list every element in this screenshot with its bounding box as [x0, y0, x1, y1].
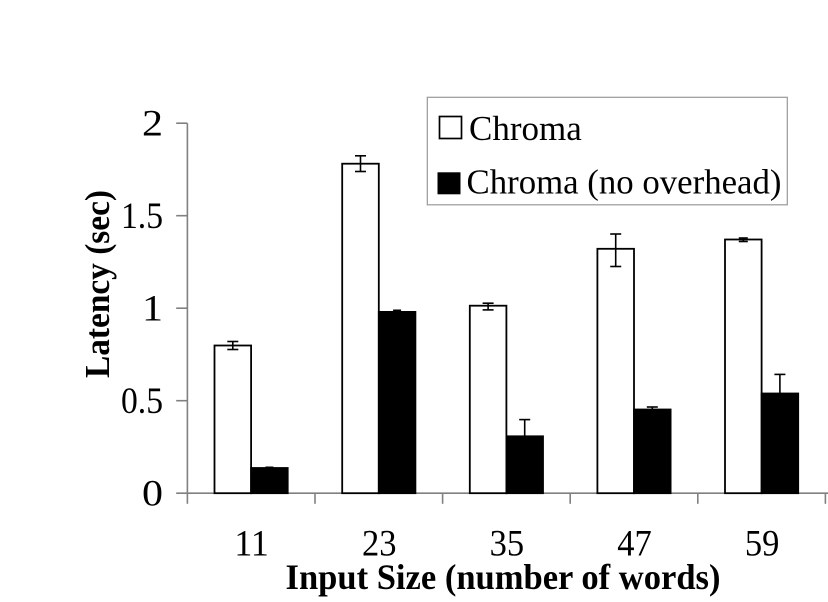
svg-text:Latency (sec): Latency (sec): [78, 190, 117, 378]
svg-text:1: 1: [142, 289, 163, 330]
svg-text:11: 11: [234, 524, 269, 565]
svg-text:59: 59: [745, 524, 780, 565]
svg-text:Chroma (no overhead): Chroma (no overhead): [467, 162, 782, 201]
svg-text:0: 0: [142, 474, 163, 515]
svg-text:0.5: 0.5: [121, 381, 163, 422]
svg-text:Input Size (number of words): Input Size (number of words): [286, 557, 721, 597]
svg-text:35: 35: [490, 524, 525, 565]
svg-text:47: 47: [617, 524, 652, 565]
svg-text:Chroma: Chroma: [469, 109, 582, 148]
svg-text:2: 2: [142, 104, 163, 145]
svg-text:1.5: 1.5: [121, 196, 163, 237]
svg-text:23: 23: [362, 524, 397, 565]
